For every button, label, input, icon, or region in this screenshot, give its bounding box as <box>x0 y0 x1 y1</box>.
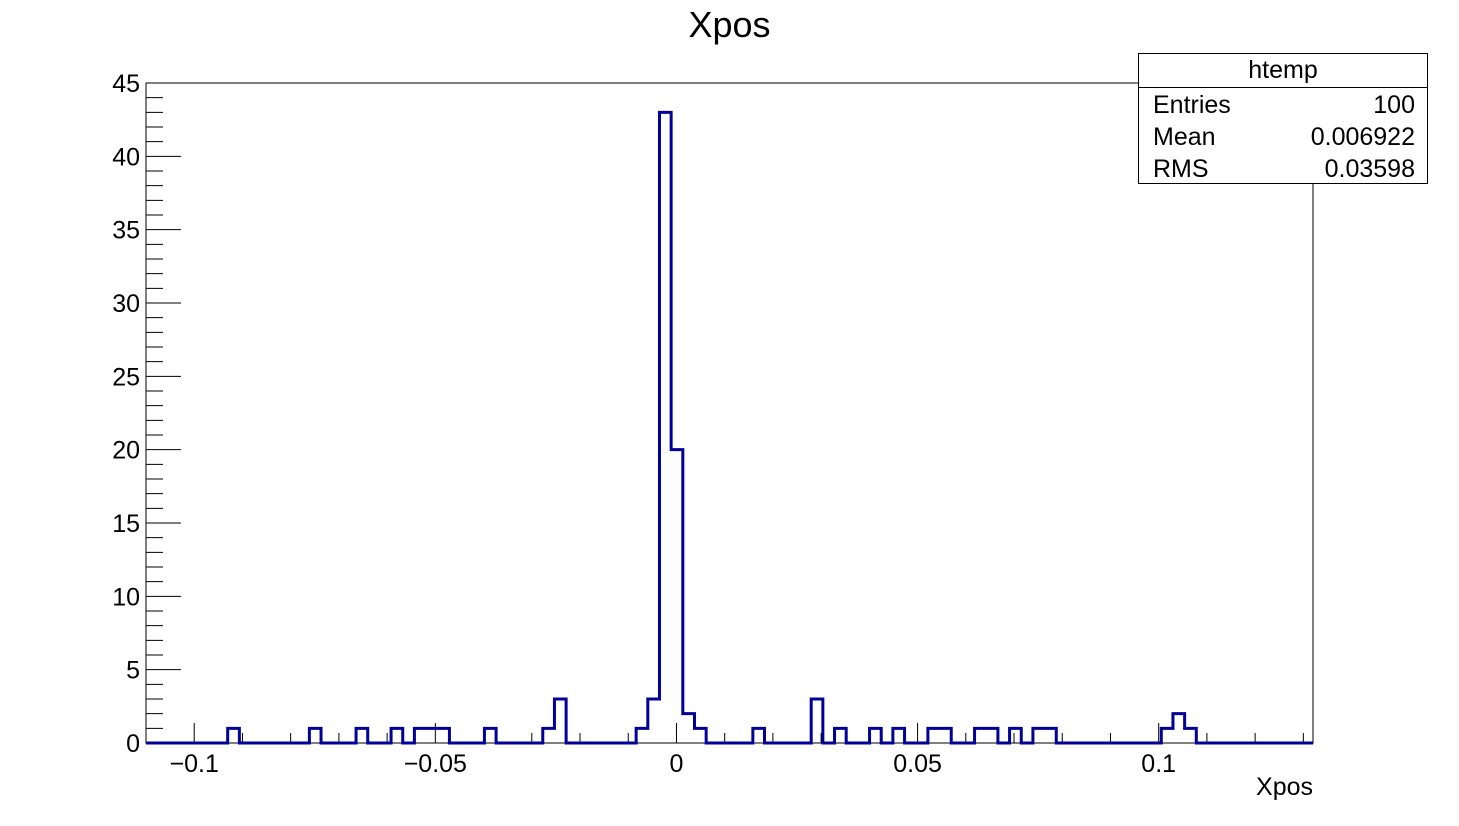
x-tick-label: 0.05 <box>893 750 942 778</box>
histogram-bin <box>309 728 321 743</box>
histogram-bin <box>975 728 987 743</box>
histogram-bin <box>1185 728 1197 743</box>
histogram-bin <box>648 699 660 743</box>
histogram-bin <box>694 728 706 743</box>
stats-value-mean: 0.006922 <box>1310 123 1415 151</box>
histogram-bin <box>1010 728 1022 743</box>
histogram-bin <box>356 728 368 743</box>
x-axis-label: Xpos <box>1256 773 1313 801</box>
x-tick-label: 0.1 <box>1141 750 1176 778</box>
histogram-bin <box>636 728 648 743</box>
histogram-bin <box>414 728 426 743</box>
y-tick-label: 35 <box>112 217 140 245</box>
histogram-bin <box>671 450 683 743</box>
histogram-bin <box>1161 728 1173 743</box>
stats-row-mean: Mean 0.006922 <box>1139 120 1427 152</box>
histogram-bin <box>683 714 695 743</box>
y-tick-label: 0 <box>126 730 140 758</box>
histogram-bin <box>870 728 882 743</box>
stats-title: htemp <box>1139 54 1427 88</box>
stats-label-entries: Entries <box>1153 91 1231 119</box>
histogram-bin <box>753 728 765 743</box>
y-tick-label: 20 <box>112 437 140 465</box>
y-tick-label: 40 <box>112 143 140 171</box>
histogram-bin <box>391 728 403 743</box>
histogram-bin <box>438 728 450 743</box>
x-tick-label: −0.05 <box>404 750 467 778</box>
stats-label-rms: RMS <box>1153 155 1209 183</box>
y-tick-label: 10 <box>112 583 140 611</box>
y-tick-label: 5 <box>126 657 140 685</box>
histogram-outline <box>146 110 1313 745</box>
histogram-bin <box>659 112 671 743</box>
histogram-bin <box>940 728 952 743</box>
stats-value-rms: 0.03598 <box>1324 155 1415 183</box>
x-tick-label: 0 <box>670 750 684 778</box>
histogram-bin <box>835 728 847 743</box>
y-tick-label: 25 <box>112 363 140 391</box>
histogram-bin <box>426 728 438 743</box>
stats-label-mean: Mean <box>1153 123 1216 151</box>
histogram-bin <box>1045 728 1057 743</box>
y-tick-label: 45 <box>112 70 140 98</box>
histogram-bin <box>1173 714 1185 743</box>
histogram-bin <box>986 728 998 743</box>
x-tick-label: −0.1 <box>170 750 219 778</box>
stats-box: htemp Entries 100 Mean 0.006922 RMS 0.03… <box>1138 53 1428 184</box>
histogram-bin <box>893 728 905 743</box>
stats-row-entries: Entries 100 <box>1139 88 1427 120</box>
histogram-bin <box>928 728 940 743</box>
chart-title: Xpos <box>688 4 771 45</box>
y-tick-label: 15 <box>112 510 140 538</box>
histogram-bin <box>228 728 240 743</box>
histogram-bin <box>543 728 555 743</box>
y-tick-label: 30 <box>112 290 140 318</box>
histogram-bin <box>484 728 496 743</box>
histogram-bin <box>1033 728 1045 743</box>
stats-row-rms: RMS 0.03598 <box>1139 152 1427 184</box>
histogram-bin <box>554 699 566 743</box>
stats-value-entries: 100 <box>1373 91 1415 119</box>
